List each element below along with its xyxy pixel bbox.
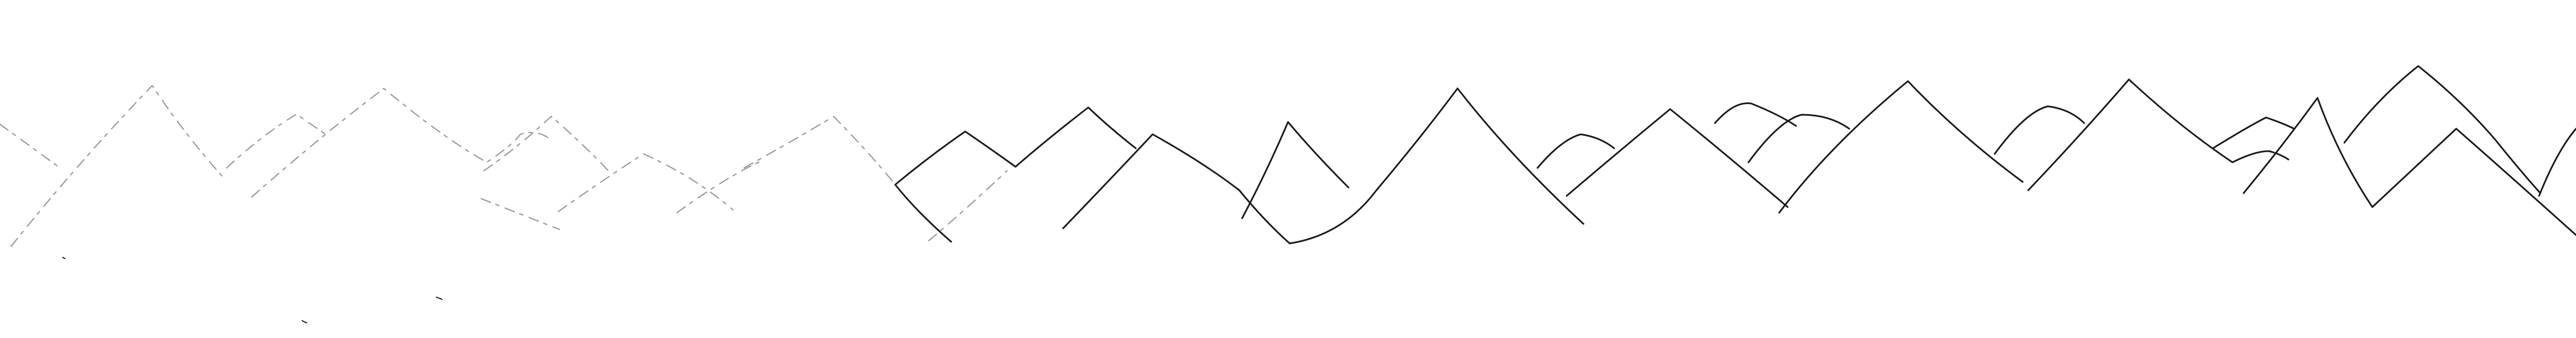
peak-outline-center-1 xyxy=(1536,133,1615,169)
peak-outline-left-1 xyxy=(10,84,225,247)
peak-outline-left-7 xyxy=(676,160,762,214)
valley-line-center xyxy=(1238,87,1585,245)
ridge-line-center-2 xyxy=(894,184,952,243)
pencil-speck-2 xyxy=(436,297,443,300)
ridge-line-far-left xyxy=(0,123,63,170)
peak-outline-center-5 xyxy=(1778,80,2024,214)
pencil-speck-3 xyxy=(62,257,65,259)
peak-outline-right-2 xyxy=(2027,78,2290,191)
peak-outline-left-2 xyxy=(225,113,327,169)
ridge-line-center-1 xyxy=(894,106,1137,186)
peak-outline-right-3 xyxy=(2212,116,2295,149)
peak-outline-right-4 xyxy=(2243,97,2576,236)
peak-outline-left-9 xyxy=(928,170,1008,242)
peak-outline-left-6 xyxy=(557,153,734,213)
peak-outline-left-8 xyxy=(743,115,896,186)
peak-outline-center-3 xyxy=(1714,102,1797,127)
ridge-line-center-3 xyxy=(1062,133,1240,229)
peak-outline-center-2 xyxy=(1566,108,1789,208)
peak-outline-left-3 xyxy=(251,87,552,198)
pencil-speck-1 xyxy=(302,320,307,323)
ridge-line-center-4 xyxy=(1241,121,1350,219)
peak-outline-right-5 xyxy=(2343,65,2541,194)
peak-outline-center-4 xyxy=(1747,114,1850,163)
peak-outline-left-5 xyxy=(480,198,561,231)
peak-outline-right-1 xyxy=(1994,105,2085,155)
peak-outline-left-4 xyxy=(483,115,612,175)
ridge-line-far-right xyxy=(2538,128,2576,197)
